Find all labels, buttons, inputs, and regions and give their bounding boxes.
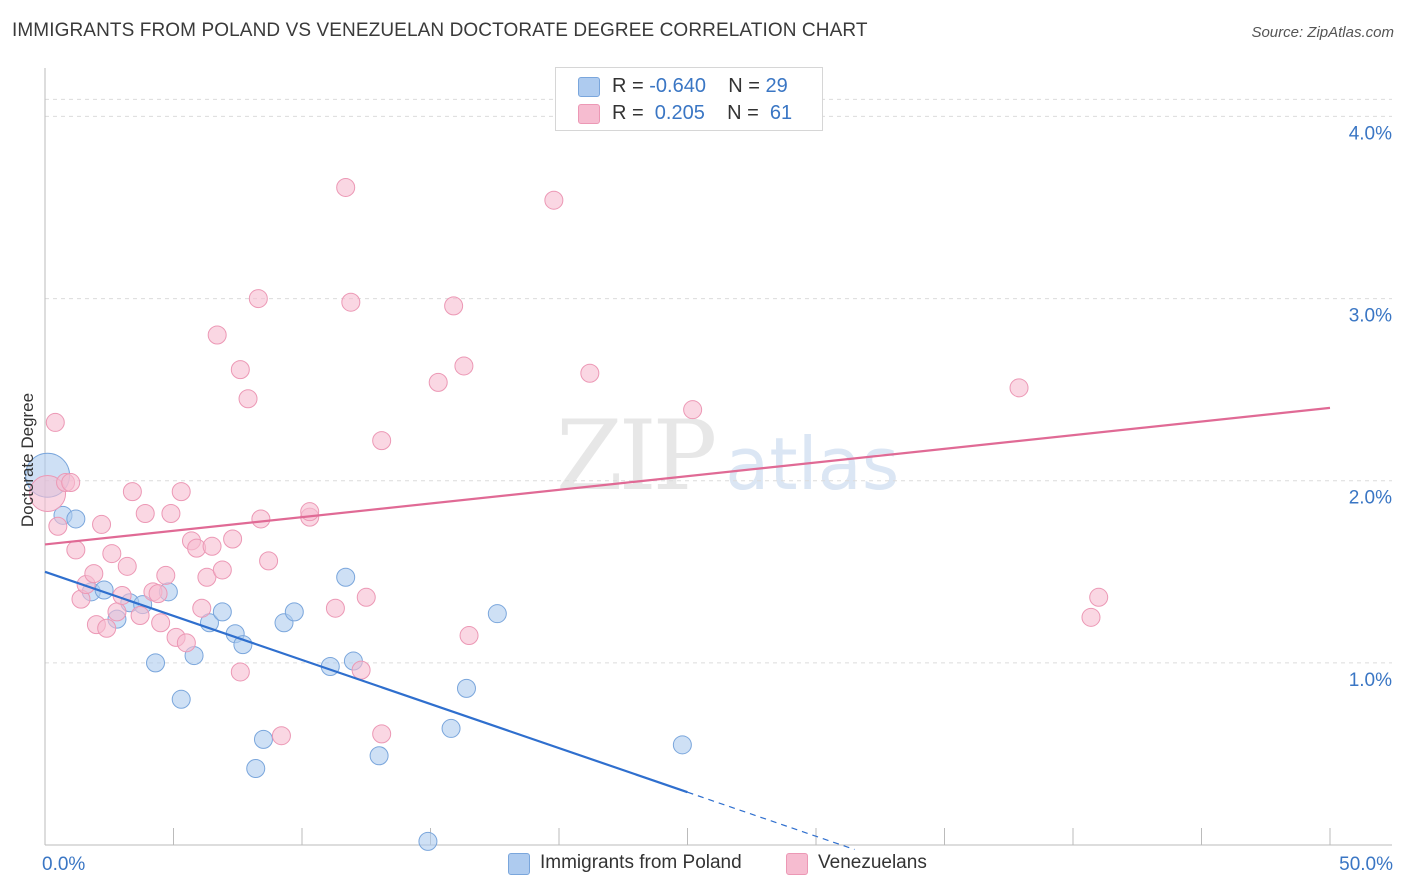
data-point xyxy=(212,602,232,622)
data-point xyxy=(372,431,392,451)
legend-swatch-venezuelans xyxy=(578,104,600,124)
data-point xyxy=(230,662,250,682)
trend-line xyxy=(44,570,688,794)
data-point xyxy=(441,718,461,738)
data-point xyxy=(84,564,104,584)
data-point xyxy=(66,540,86,560)
legend-r-value: 0.205 xyxy=(649,102,705,124)
data-point xyxy=(102,544,122,564)
data-point xyxy=(351,660,371,680)
data-point xyxy=(151,613,171,633)
bottom-legend-swatch-poland xyxy=(508,853,530,875)
data-point xyxy=(454,356,474,376)
data-point xyxy=(66,509,86,529)
trend-lines xyxy=(44,406,1331,851)
data-point xyxy=(544,190,564,210)
legend-text-venezuelans: R = 0.205 N = 61 xyxy=(612,102,792,125)
x-tick-label: 0.0% xyxy=(42,854,85,875)
legend-r-label: R = xyxy=(612,102,650,124)
grid xyxy=(45,98,1392,664)
data-point xyxy=(325,598,345,618)
data-point xyxy=(456,678,476,698)
data-point xyxy=(246,759,266,778)
data-point xyxy=(92,514,112,534)
data-point xyxy=(122,482,142,502)
x-tick-label: 50.0% xyxy=(1339,854,1393,875)
data-point xyxy=(336,567,356,587)
data-point xyxy=(230,360,250,380)
data-point xyxy=(580,363,600,383)
data-point xyxy=(61,473,81,493)
data-point xyxy=(48,516,68,536)
data-point xyxy=(197,567,217,587)
tick-labels: 1.0% 2.0% 3.0% 4.0% 0.0% 50.0% xyxy=(42,123,1393,875)
data-point xyxy=(212,560,232,580)
data-point xyxy=(459,626,479,646)
data-point xyxy=(248,289,268,309)
trend-line xyxy=(44,406,1331,546)
data-point xyxy=(418,831,438,851)
data-point xyxy=(372,724,392,744)
data-point xyxy=(171,482,191,502)
data-point xyxy=(683,400,703,420)
data-point xyxy=(1081,607,1101,627)
trend-line-extension xyxy=(687,791,855,851)
data-point xyxy=(107,602,127,622)
data-point xyxy=(336,177,356,197)
data-point xyxy=(117,556,137,576)
data-point xyxy=(171,689,191,709)
data-point xyxy=(253,729,273,749)
bottom-legend-label-poland: Immigrants from Poland xyxy=(540,852,742,873)
y-tick-label: 1.0% xyxy=(1349,670,1392,691)
data-point xyxy=(192,598,212,618)
legend-swatch-poland xyxy=(578,77,600,97)
legend-n-value: 61 xyxy=(764,102,793,124)
data-point xyxy=(135,504,155,523)
data-point xyxy=(207,325,227,345)
data-point xyxy=(259,551,279,571)
bottom-legend-swatch-venezuelans xyxy=(786,853,808,875)
data-point xyxy=(369,746,389,766)
legend-r-label: R = xyxy=(612,75,650,97)
data-point xyxy=(161,504,181,523)
data-point xyxy=(356,587,376,607)
data-point xyxy=(251,509,271,529)
bottom-legend-label-venezuelans: Venezuelans xyxy=(818,852,927,873)
y-tick-label: 3.0% xyxy=(1349,306,1392,327)
data-points xyxy=(25,177,1109,851)
data-point xyxy=(130,606,150,625)
data-point xyxy=(1009,378,1029,398)
data-point xyxy=(148,584,168,604)
data-point xyxy=(1089,587,1109,607)
legend-n-label: N = xyxy=(728,75,766,97)
legend-n-label: N = xyxy=(727,102,765,124)
legend-box: R = -0.640 N = 29 R = 0.205 N = 61 xyxy=(555,67,823,131)
data-point xyxy=(271,726,291,746)
data-point xyxy=(45,412,65,432)
legend-text-poland: R = -0.640 N = 29 xyxy=(612,75,788,98)
data-point xyxy=(202,536,222,556)
data-point xyxy=(672,735,692,755)
data-point xyxy=(284,602,304,622)
data-point xyxy=(97,618,117,638)
legend-n-value: 29 xyxy=(765,75,788,97)
chart-title: IMMIGRANTS FROM POLAND VS VENEZUELAN DOC… xyxy=(12,20,868,41)
data-point xyxy=(146,653,166,673)
data-point xyxy=(487,604,507,624)
data-point xyxy=(341,292,361,312)
data-point xyxy=(428,372,448,392)
data-point xyxy=(238,389,258,409)
data-point xyxy=(176,633,196,653)
source-credit: Source: ZipAtlas.com xyxy=(1251,24,1394,41)
y-axis-label: Doctorate Degree xyxy=(18,392,37,528)
y-tick-label: 2.0% xyxy=(1349,488,1392,509)
legend-r-value: -0.640 xyxy=(649,75,706,97)
data-point xyxy=(223,529,243,549)
y-tick-label: 4.0% xyxy=(1349,123,1392,144)
data-point xyxy=(156,565,176,585)
axes xyxy=(44,68,1392,846)
data-point xyxy=(444,296,464,316)
